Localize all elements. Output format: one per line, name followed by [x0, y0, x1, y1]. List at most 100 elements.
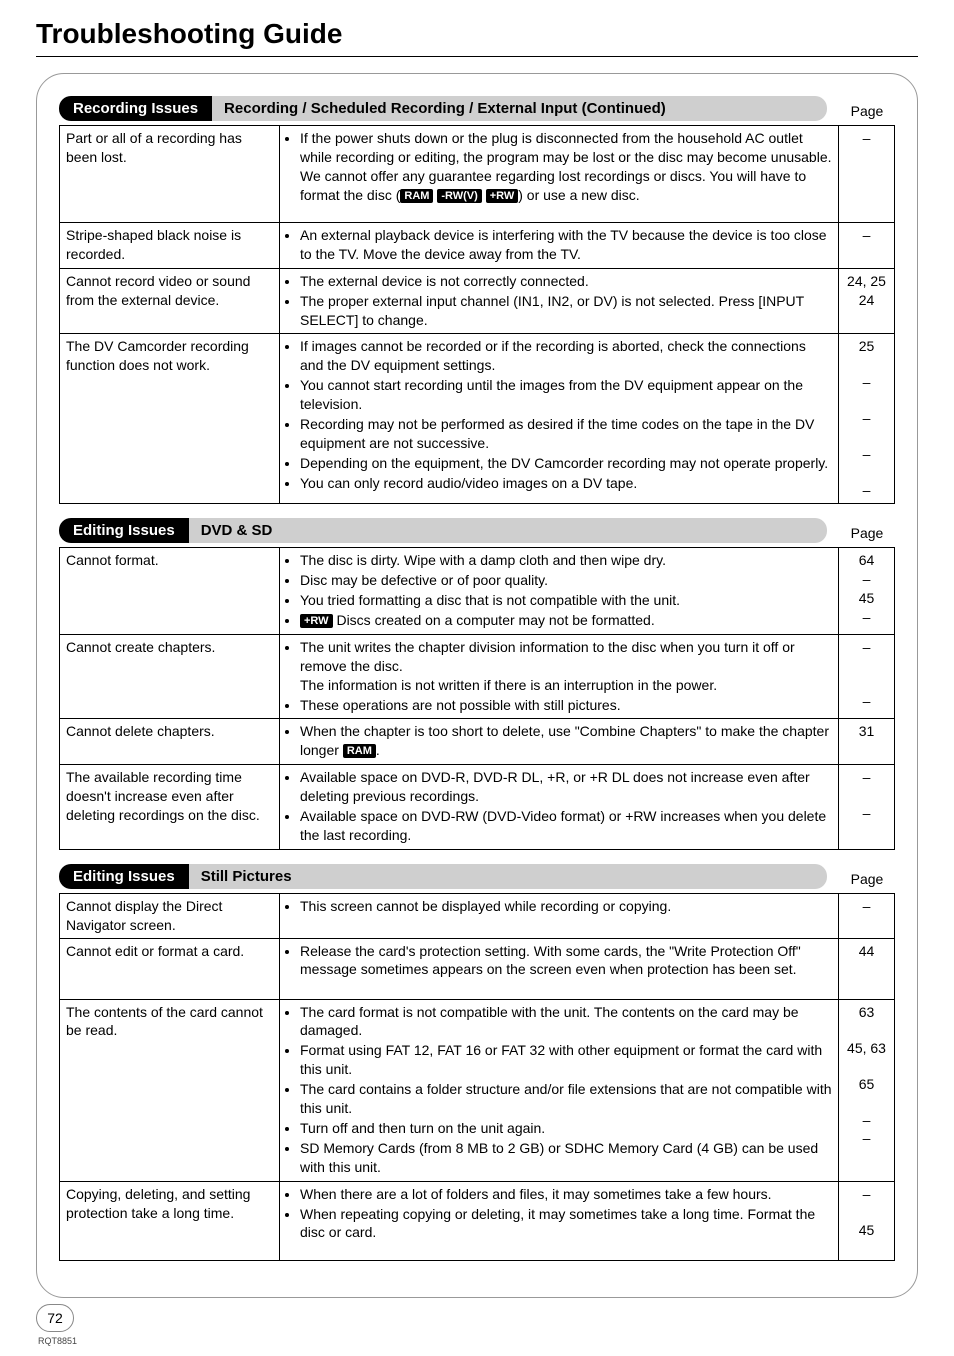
detail-item: If the power shuts down or the plug is d…: [300, 129, 832, 205]
detail-cell: Available space on DVD-R, DVD-R DL, +R, …: [280, 765, 839, 850]
table-row: The contents of the card cannot be read.…: [60, 999, 895, 1181]
detail-cell: When the chapter is too short to delete,…: [280, 719, 839, 765]
detail-item: Depending on the equipment, the DV Camco…: [300, 454, 832, 473]
issue-cell: Cannot delete chapters.: [60, 719, 280, 765]
page-cell: ––: [839, 765, 895, 850]
table-row: Part or all of a recording has been lost…: [60, 126, 895, 223]
page-ref: 65: [845, 1075, 888, 1111]
detail-item: You cannot start recording until the ima…: [300, 376, 832, 414]
detail-cell: When there are a lot of folders and file…: [280, 1181, 839, 1260]
detail-item: You can only record audio/video images o…: [300, 474, 832, 493]
page-ref: –: [845, 570, 888, 589]
section-header: Editing IssuesDVD & SDPage: [59, 518, 895, 543]
detail-list: When there are a lot of folders and file…: [286, 1185, 832, 1243]
troubleshooting-table: Cannot format. The disc is dirty. Wipe wi…: [59, 547, 895, 849]
disc-badge: RAM: [400, 189, 433, 203]
issue-cell: Cannot edit or format a card.: [60, 938, 280, 999]
detail-item: +RW Discs created on a computer may not …: [300, 611, 832, 630]
page-cell: 25––––: [839, 334, 895, 504]
disc-badge: -RW(V): [437, 189, 481, 203]
detail-cell: If images cannot be recorded or if the r…: [280, 334, 839, 504]
page-column-label: Page: [839, 525, 895, 543]
table-row: Cannot delete chapters. When the chapter …: [60, 719, 895, 765]
detail-item: This screen cannot be displayed while re…: [300, 897, 832, 916]
detail-cell: The disc is dirty. Wipe with a damp clot…: [280, 548, 839, 635]
detail-cell: The card format is not compatible with t…: [280, 999, 839, 1181]
detail-item: Recording may not be performed as desire…: [300, 415, 832, 453]
page-footer: 72: [36, 1304, 918, 1332]
detail-cell: The unit writes the chapter division inf…: [280, 634, 839, 719]
page-cell: –45: [839, 1181, 895, 1260]
detail-cell: An external playback device is interferi…: [280, 223, 839, 269]
detail-item: Disc may be defective or of poor quality…: [300, 571, 832, 590]
table-row: Cannot format. The disc is dirty. Wipe wi…: [60, 548, 895, 635]
issue-cell: Copying, deleting, and setting protectio…: [60, 1181, 280, 1260]
page-ref: 44: [845, 942, 888, 996]
issue-cell: Stripe-shaped black noise is recorded.: [60, 223, 280, 269]
page-ref: –: [845, 608, 888, 627]
detail-item: When repeating copying or deleting, it m…: [300, 1205, 832, 1243]
detail-item: You tried formatting a disc that is not …: [300, 591, 832, 610]
detail-list: When the chapter is too short to delete,…: [286, 722, 832, 760]
section-pill-gray: Recording / Scheduled Recording / Extern…: [212, 96, 827, 121]
page-ref: 24: [845, 291, 888, 327]
issue-cell: The contents of the card cannot be read.: [60, 999, 280, 1181]
page-column-label: Page: [839, 103, 895, 121]
page-ref: –: [845, 409, 888, 445]
page-ref: –: [845, 373, 888, 409]
section-pill-black: Editing Issues: [59, 518, 189, 543]
page-ref: –: [845, 481, 888, 500]
detail-list: An external playback device is interferi…: [286, 226, 832, 264]
issue-cell: Cannot create chapters.: [60, 634, 280, 719]
detail-cell: The external device is not correctly con…: [280, 268, 839, 334]
page-ref: –: [845, 1185, 888, 1221]
page-number-badge: 72: [36, 1304, 74, 1332]
detail-item: If images cannot be recorded or if the r…: [300, 337, 832, 375]
page-title: Troubleshooting Guide: [36, 18, 918, 50]
disc-badge: +RW: [486, 189, 519, 203]
detail-item: The unit writes the chapter division inf…: [300, 638, 832, 695]
page-ref: 45: [845, 589, 888, 608]
page-ref: –: [845, 1111, 888, 1130]
detail-cell: Release the card's protection setting. W…: [280, 938, 839, 999]
detail-item: These operations are not possible with s…: [300, 696, 832, 715]
detail-list: The card format is not compatible with t…: [286, 1003, 832, 1177]
detail-item: When the chapter is too short to delete,…: [300, 722, 832, 760]
issue-cell: Cannot format.: [60, 548, 280, 635]
page-root: Troubleshooting Guide Recording IssuesRe…: [0, 0, 954, 1356]
table-row: The available recording time doesn't inc…: [60, 765, 895, 850]
detail-item: The disc is dirty. Wipe with a damp clot…: [300, 551, 832, 570]
issue-cell: The available recording time doesn't inc…: [60, 765, 280, 850]
section-pill-black: Recording Issues: [59, 96, 212, 121]
detail-item: Release the card's protection setting. W…: [300, 942, 832, 980]
detail-item: Available space on DVD-RW (DVD-Video for…: [300, 807, 832, 845]
page-ref: 63: [845, 1003, 888, 1039]
disc-badge: RAM: [343, 744, 376, 758]
troubleshooting-table: Part or all of a recording has been lost…: [59, 125, 895, 504]
detail-list: Release the card's protection setting. W…: [286, 942, 832, 980]
table-row: Cannot record video or sound from the ex…: [60, 268, 895, 334]
detail-list: The external device is not correctly con…: [286, 272, 832, 330]
detail-item: Format using FAT 12, FAT 16 or FAT 32 wi…: [300, 1041, 832, 1079]
detail-item: An external playback device is interferi…: [300, 226, 832, 264]
page-cell: –: [839, 126, 895, 223]
detail-list: Available space on DVD-R, DVD-R DL, +R, …: [286, 768, 832, 845]
page-cell: ––: [839, 634, 895, 719]
detail-list: The unit writes the chapter division inf…: [286, 638, 832, 715]
detail-list: The disc is dirty. Wipe with a damp clot…: [286, 551, 832, 630]
page-ref: 64: [845, 551, 888, 570]
sections-mount: Recording IssuesRecording / Scheduled Re…: [59, 96, 895, 1261]
page-ref: 24, 25: [845, 272, 888, 291]
page-ref: –: [845, 897, 888, 916]
issue-cell: Cannot record video or sound from the ex…: [60, 268, 280, 334]
page-ref: –: [845, 768, 888, 804]
content-frame: Recording IssuesRecording / Scheduled Re…: [36, 73, 918, 1298]
detail-cell: This screen cannot be displayed while re…: [280, 893, 839, 938]
page-cell: 44: [839, 938, 895, 999]
page-cell: –: [839, 893, 895, 938]
section-pill-gray: Still Pictures: [189, 864, 827, 889]
section-header: Recording IssuesRecording / Scheduled Re…: [59, 96, 895, 121]
page-cell: 6345, 6365––: [839, 999, 895, 1181]
table-row: Cannot edit or format a card. Release the…: [60, 938, 895, 999]
page-ref: –: [845, 692, 888, 711]
